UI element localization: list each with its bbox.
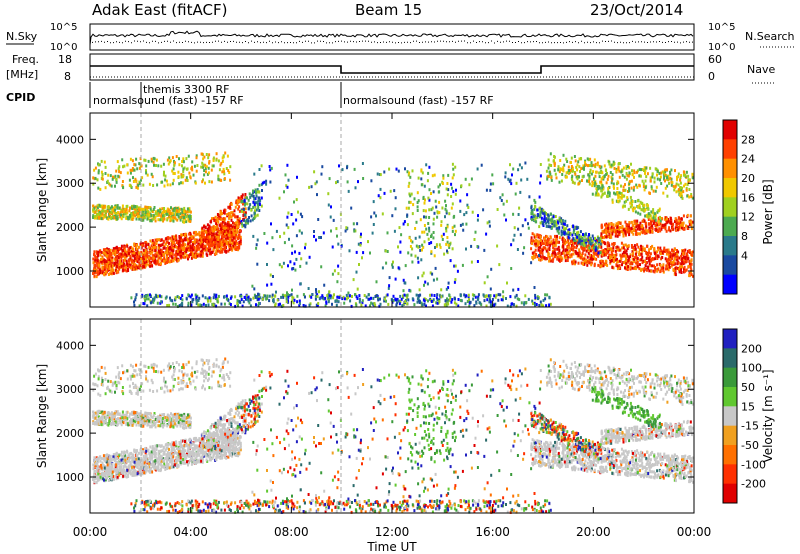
x-tick-label: 16:00 bbox=[475, 525, 510, 539]
colorbar-swatch bbox=[723, 464, 737, 485]
x-tick-label: 12:00 bbox=[375, 525, 410, 539]
power-ylabel: Slant Range [km] bbox=[35, 158, 49, 262]
nsearch-tick-high: 10^5 bbox=[708, 22, 735, 33]
velocity-colorbar-label: Velocity [m s⁻¹] bbox=[761, 369, 775, 462]
nsearch-line bbox=[92, 40, 693, 44]
velocity-colorbar: 200 100 50 15 -15 -50 -100 -200 bbox=[722, 328, 766, 504]
colorbar-tick-label: 20 bbox=[741, 172, 755, 185]
colorbar-swatch bbox=[723, 348, 737, 369]
colorbar-swatch bbox=[723, 236, 737, 256]
freq-series bbox=[90, 65, 694, 74]
velocity-panel-bg bbox=[90, 319, 694, 513]
power-y-axis: 1000 2000 3000 4000 bbox=[56, 133, 694, 278]
y-tick-label: 2000 bbox=[56, 221, 84, 234]
power-colorbar: 28 24 20 16 12 8 4 bbox=[722, 119, 755, 295]
x-tick-label: 20:00 bbox=[576, 525, 611, 539]
nsky-panel-frame bbox=[89, 23, 695, 51]
nsky-line bbox=[89, 30, 694, 46]
colorbar-tick-label: 8 bbox=[741, 230, 748, 243]
x-tick-label: 04:00 bbox=[173, 525, 208, 539]
colorbar-swatch bbox=[723, 406, 737, 427]
x-tick-label: 08:00 bbox=[274, 525, 309, 539]
nsky-series bbox=[89, 30, 694, 46]
freq-tick-low: 8 bbox=[64, 70, 71, 83]
velocity-scatter bbox=[92, 357, 694, 514]
nsky-label: N.Sky bbox=[6, 30, 38, 43]
y-tick-label: 1000 bbox=[56, 265, 84, 278]
colorbar-tick-label: 4 bbox=[741, 249, 748, 262]
y-tick-label: 4000 bbox=[56, 339, 84, 352]
colorbar-swatch bbox=[723, 274, 737, 295]
colorbar-swatch bbox=[723, 120, 737, 140]
colorbar-tick-label: -100 bbox=[741, 458, 766, 471]
x-tick-label: 00:00 bbox=[73, 525, 108, 539]
time-axis-label: Time UT bbox=[366, 540, 417, 554]
cpid-label: CPID bbox=[6, 91, 35, 104]
power-colorbar-label: Power [dB] bbox=[761, 179, 775, 244]
colorbar-tick-label: 200 bbox=[741, 342, 762, 355]
time-axis: 00:00 04:00 08:00 12:00 16:00 20:00 00:00 bbox=[73, 113, 712, 539]
colorbar-swatch bbox=[723, 367, 737, 388]
nsearch-tick-low: 10^0 bbox=[708, 42, 735, 53]
colorbar-swatch bbox=[723, 425, 737, 446]
y-tick-label: 2000 bbox=[56, 427, 84, 440]
colorbar-swatch bbox=[723, 139, 737, 160]
nsearch-label: N.Search bbox=[745, 30, 795, 43]
nave-tick-low: 0 bbox=[708, 70, 715, 83]
power-panel-bg bbox=[90, 113, 694, 307]
colorbar-tick-label: 50 bbox=[741, 381, 755, 394]
colorbar-tick-label: -200 bbox=[741, 478, 766, 491]
colorbar-tick-label: -15 bbox=[741, 420, 759, 433]
nsky-tick-high: 10^5 bbox=[50, 22, 77, 33]
colorbar-swatch bbox=[723, 329, 737, 349]
nave-label: Nave bbox=[747, 63, 775, 76]
colorbar-swatch bbox=[723, 178, 737, 198]
colorbar-tick-label: 15 bbox=[741, 400, 755, 413]
power-scatter bbox=[92, 151, 694, 308]
colorbar-swatch bbox=[723, 255, 737, 276]
colorbar-swatch bbox=[723, 483, 737, 504]
colorbar-tick-label: 16 bbox=[741, 191, 755, 204]
freq-panel-frame bbox=[89, 53, 695, 81]
colorbar-swatch bbox=[723, 387, 737, 407]
station-title: Adak East (fitACF) bbox=[92, 1, 227, 19]
y-tick-label: 3000 bbox=[56, 383, 84, 396]
cpid-segment-themis: themis 3300 RF bbox=[143, 83, 230, 96]
y-tick-label: 4000 bbox=[56, 133, 84, 146]
colorbar-swatch bbox=[723, 158, 737, 179]
velocity-y-axis: 1000 2000 3000 4000 bbox=[56, 339, 694, 484]
nave-tick-high: 60 bbox=[708, 53, 722, 66]
beam-title: Beam 15 bbox=[355, 1, 422, 19]
colorbar-frame bbox=[722, 119, 738, 295]
nsky-tick-low: 10^0 bbox=[50, 42, 77, 53]
colorbar-tick-label: 12 bbox=[741, 211, 755, 224]
freq-label: Freq. bbox=[12, 53, 39, 66]
cpid-segment-first: normalsound (fast) -157 RF bbox=[93, 94, 244, 107]
colorbar-swatch bbox=[723, 445, 737, 465]
colorbar-tick-label: 100 bbox=[741, 362, 762, 375]
cpid-segment-second: normalsound (fast) -157 RF bbox=[343, 94, 494, 107]
colorbar-frame bbox=[722, 328, 738, 504]
y-tick-label: 3000 bbox=[56, 177, 84, 190]
date-title: 23/Oct/2014 bbox=[590, 1, 683, 19]
colorbar-swatch bbox=[723, 216, 737, 237]
colorbar-tick-label: 24 bbox=[741, 153, 755, 166]
freq-unit: [MHz] bbox=[6, 68, 38, 81]
colorbar-swatch bbox=[723, 197, 737, 218]
colorbar-tick-label: -50 bbox=[741, 439, 759, 452]
colorbar-tick-label: 28 bbox=[741, 133, 755, 146]
freq-tick-high: 18 bbox=[58, 53, 72, 66]
y-tick-label: 1000 bbox=[56, 471, 84, 484]
velocity-ylabel: Slant Range [km] bbox=[35, 364, 49, 468]
x-tick-label: 00:00 bbox=[677, 525, 712, 539]
